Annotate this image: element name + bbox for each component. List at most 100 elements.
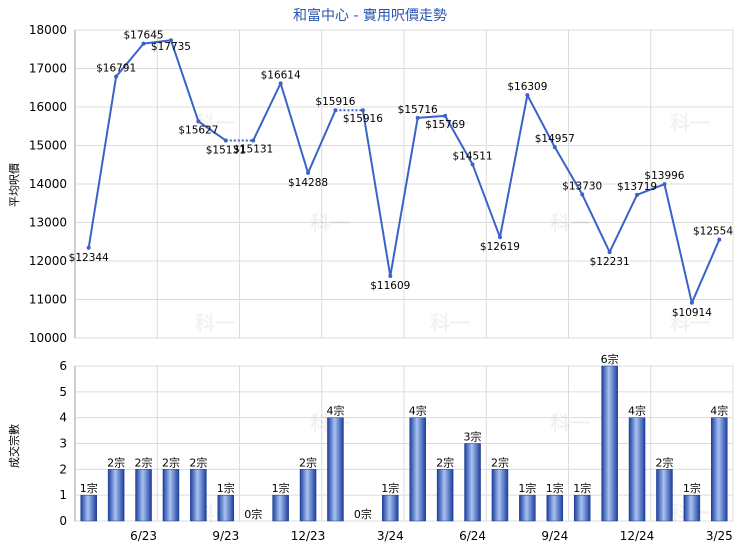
line-data-label: $15131 bbox=[206, 144, 246, 156]
line-data-label: $15131 bbox=[233, 143, 273, 155]
line-data-label: $13719 bbox=[617, 181, 657, 193]
bar-data-label: 4宗 bbox=[409, 404, 427, 418]
bar bbox=[656, 469, 673, 522]
line-point bbox=[114, 74, 119, 79]
line-point bbox=[333, 108, 338, 113]
bottom-y-tick-label: 5 bbox=[59, 385, 67, 399]
line-data-label: $17645 bbox=[123, 30, 163, 42]
bar-data-label: 2宗 bbox=[135, 455, 153, 469]
watermark-text: 科一 bbox=[310, 211, 350, 235]
line-segment bbox=[252, 82, 282, 141]
x-tick-label: 3/25 bbox=[706, 529, 733, 543]
bar-data-label: 2宗 bbox=[162, 455, 180, 469]
bar bbox=[272, 494, 289, 522]
line-segment bbox=[581, 193, 611, 253]
top-y-axis-label: 平均呎價 bbox=[7, 163, 21, 207]
x-tick-label: 3/24 bbox=[377, 529, 404, 543]
bar bbox=[162, 469, 180, 522]
line-data-label: $15769 bbox=[425, 119, 465, 131]
line-point bbox=[168, 38, 173, 43]
bar-data-label: 4宗 bbox=[710, 404, 728, 418]
line-data-label: $15916 bbox=[343, 113, 383, 125]
line-point bbox=[86, 245, 91, 250]
x-tick-label: 9/24 bbox=[541, 529, 568, 543]
line-point bbox=[360, 108, 365, 113]
watermark-text: 科一 bbox=[430, 311, 470, 335]
line-point bbox=[580, 192, 585, 197]
bar bbox=[299, 469, 317, 522]
bar-data-label: 4宗 bbox=[628, 404, 646, 418]
line-segment bbox=[663, 183, 693, 304]
line-segment bbox=[444, 115, 474, 165]
line-data-label: $12231 bbox=[590, 256, 630, 268]
bottom-y-tick-label: 6 bbox=[59, 359, 67, 373]
bar bbox=[519, 494, 536, 522]
bar-data-label: 1宗 bbox=[381, 481, 399, 495]
bar bbox=[80, 494, 97, 522]
line-point bbox=[470, 162, 475, 167]
top-y-tick-label: 12000 bbox=[29, 254, 67, 268]
top-y-tick-label: 13000 bbox=[29, 216, 67, 230]
line-segment bbox=[526, 94, 556, 148]
line-data-label: $16791 bbox=[96, 63, 136, 75]
line-segment bbox=[498, 94, 529, 238]
top-y-tick-label: 16000 bbox=[29, 100, 67, 114]
bar bbox=[601, 365, 618, 522]
line-segment bbox=[361, 110, 392, 277]
watermark-text: 科一 bbox=[550, 411, 590, 435]
axis-layer: 10000 11000 12000 13000 14000 15000 16000 17000… bbox=[29, 23, 733, 543]
line-segment bbox=[87, 76, 118, 248]
line-data-label: $10914 bbox=[672, 307, 712, 319]
bar-data-label: 6宗 bbox=[601, 352, 619, 366]
line-segment bbox=[471, 163, 501, 238]
line-segment bbox=[608, 194, 638, 253]
line-data-label: $12554 bbox=[693, 226, 733, 238]
bar-data-label: 1宗 bbox=[80, 481, 98, 495]
line-segment bbox=[636, 183, 665, 196]
watermark-text: 科一 bbox=[195, 311, 235, 335]
top-y-tick-label: 14000 bbox=[29, 177, 67, 191]
line-data-label: $14511 bbox=[452, 150, 492, 162]
bottom-y-axis-label: 成交宗數 bbox=[7, 424, 21, 468]
bar bbox=[436, 469, 454, 522]
bar bbox=[135, 469, 152, 522]
line-point bbox=[251, 138, 256, 143]
line-point bbox=[196, 119, 201, 124]
bar-data-label: 1宗 bbox=[683, 481, 701, 495]
x-tick-label: 6/24 bbox=[459, 529, 486, 543]
line-data-label: $16309 bbox=[507, 81, 547, 93]
line-data-label: $14288 bbox=[288, 177, 328, 189]
watermark-text: 科一 bbox=[670, 311, 710, 335]
bar bbox=[190, 469, 207, 522]
bar-data-label: 1宗 bbox=[518, 481, 536, 495]
bar-data-label: 2宗 bbox=[655, 455, 673, 469]
bottom-y-tick-label: 0 bbox=[59, 514, 67, 528]
bar-data-label: 1宗 bbox=[217, 481, 235, 495]
bottom-y-tick-label: 1 bbox=[59, 488, 67, 502]
bar-data-label: 2宗 bbox=[491, 455, 509, 469]
bar bbox=[683, 494, 701, 522]
line-data-label: $15916 bbox=[315, 96, 355, 108]
line-segment bbox=[690, 239, 721, 304]
bar bbox=[327, 417, 344, 522]
line-point bbox=[497, 235, 502, 240]
chart-title: 和富中心 - 實用呎價走勢 bbox=[293, 7, 447, 24]
line-point bbox=[306, 170, 311, 175]
bar bbox=[573, 494, 591, 522]
line-data-label: $12344 bbox=[69, 252, 109, 264]
line-data-label: $11609 bbox=[370, 280, 410, 292]
bar-data-label: 2宗 bbox=[189, 455, 207, 469]
bar-data-label: 0宗 bbox=[354, 507, 372, 521]
watermark-text: 科一 bbox=[550, 211, 590, 235]
bar-data-label: 1宗 bbox=[272, 481, 290, 495]
line-point bbox=[552, 145, 557, 150]
x-tick-label: 9/23 bbox=[212, 529, 239, 543]
bar bbox=[711, 417, 728, 522]
bar-data-label: 3宗 bbox=[464, 430, 482, 444]
line-point bbox=[662, 182, 667, 187]
line-data-label: $12619 bbox=[480, 241, 520, 253]
line-point bbox=[607, 250, 612, 255]
line-segment bbox=[170, 39, 200, 122]
bar bbox=[409, 417, 426, 522]
